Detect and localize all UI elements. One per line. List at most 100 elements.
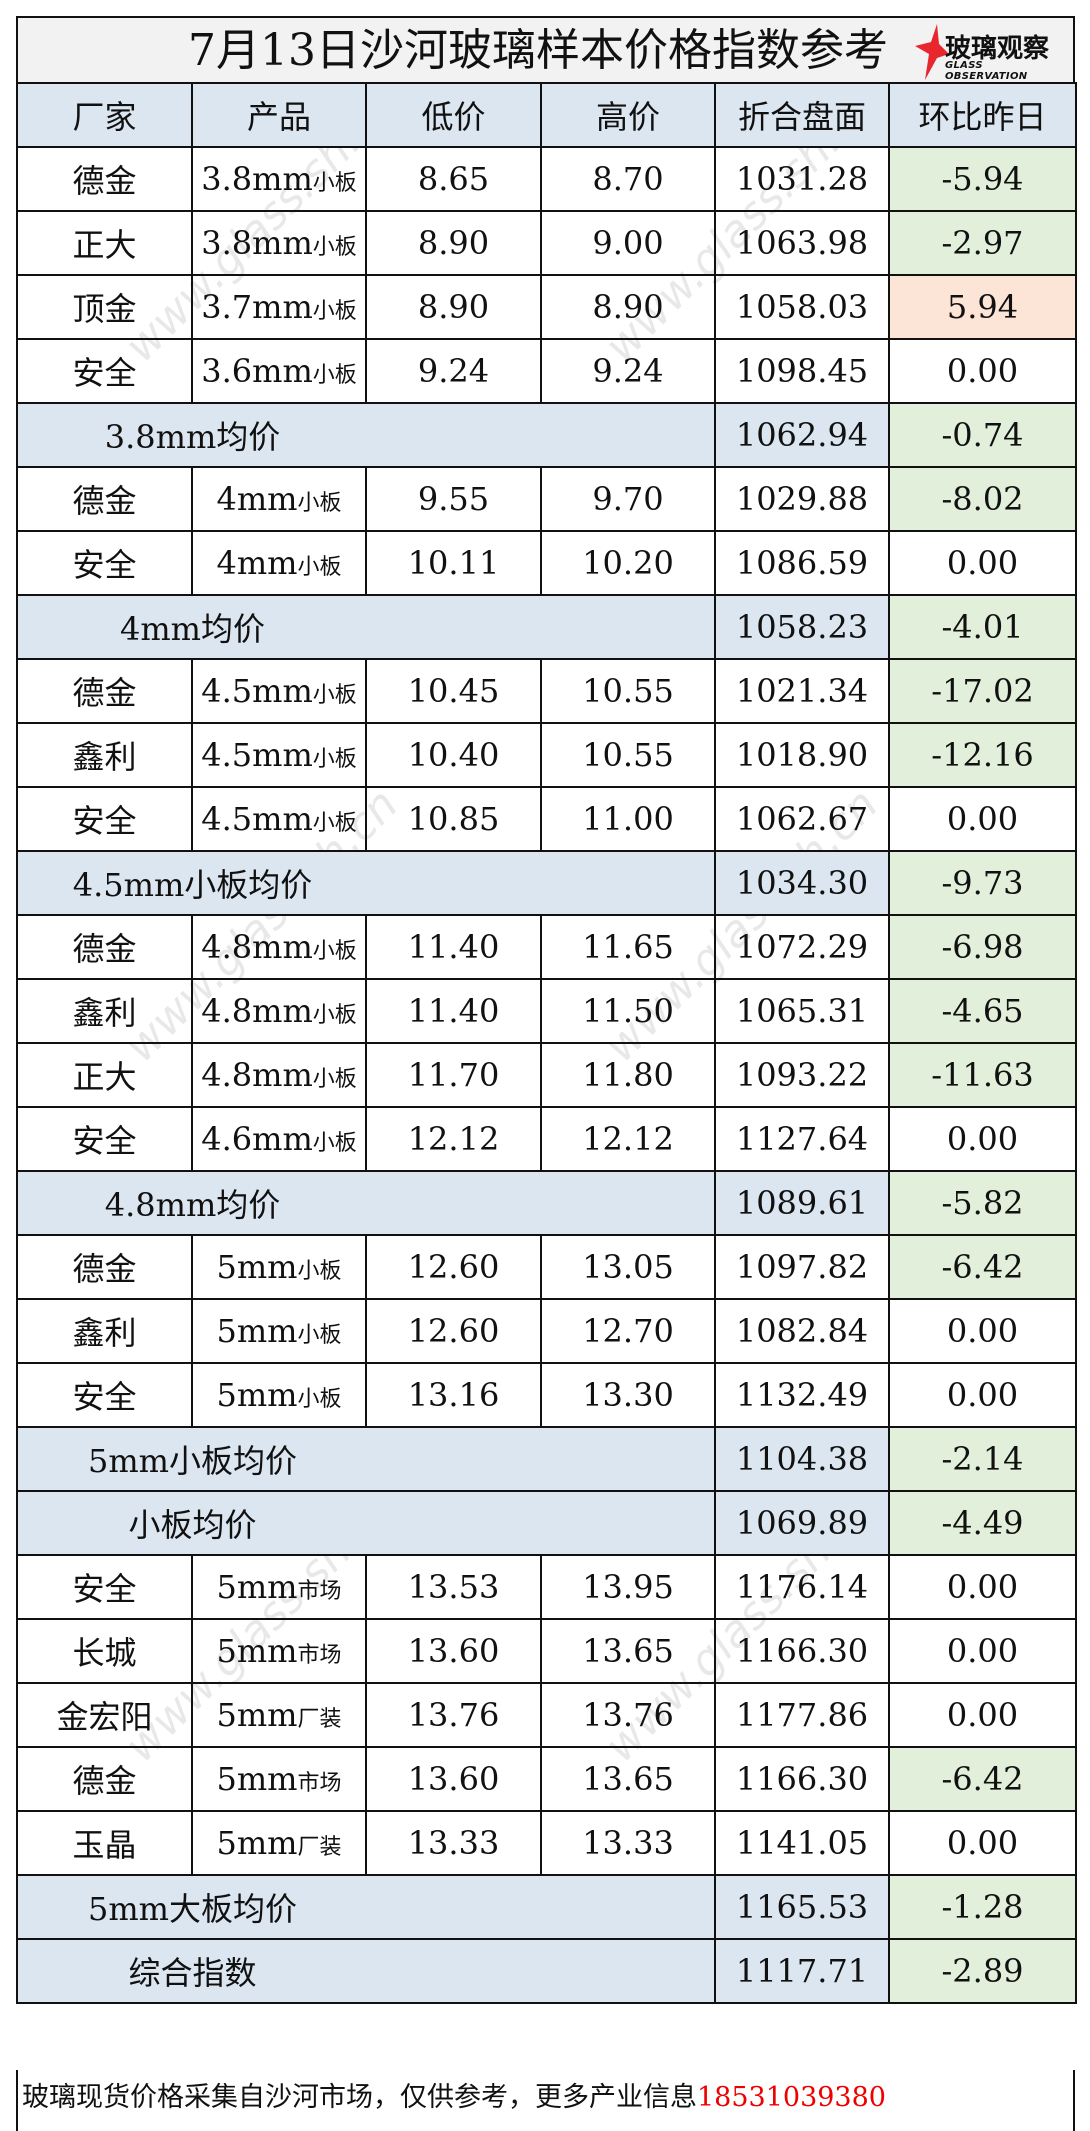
low-price-cell: 8.90 — [365, 210, 542, 276]
product-cell: 3.8mm小板 — [191, 146, 367, 212]
change-cell: -5.82 — [888, 1170, 1077, 1236]
product-spec: 4.6mm — [201, 1120, 313, 1158]
summary-label-cell: 综合指数 — [16, 1938, 716, 2004]
index-cell: 1141.05 — [714, 1810, 890, 1876]
logo: 玻璃观察 GLASS OBSERVATION — [915, 24, 1065, 82]
maker-cell: 正大 — [16, 210, 193, 276]
index-cell: 1031.28 — [714, 146, 890, 212]
change-cell: -2.89 — [888, 1938, 1077, 2004]
product-cell: 4.5mm小板 — [191, 722, 367, 788]
product-kind: 小板 — [312, 235, 357, 260]
product-spec: 4.5mm — [201, 672, 313, 710]
product-cell: 5mm厂装 — [191, 1810, 367, 1876]
index-cell: 1165.53 — [714, 1874, 890, 1940]
title-row: 7月13日沙河玻璃样本价格指数参考 玻璃观察 GLASS OBSERVATION — [16, 16, 1075, 82]
product-spec: 5mm — [216, 1248, 298, 1286]
low-price-cell: 13.60 — [365, 1618, 542, 1684]
index-cell: 1132.49 — [714, 1362, 890, 1428]
high-price-cell: 10.55 — [540, 658, 716, 724]
table-header-row: 厂家 产品 低价 高价 折合盘面 环比昨日 — [16, 82, 1077, 148]
header-change: 环比昨日 — [888, 82, 1077, 148]
change-cell: -8.02 — [888, 466, 1077, 532]
table-row: 鑫利 4.5mm小板 10.40 10.55 1018.90 -12.16 — [16, 722, 1077, 788]
product-cell: 3.6mm小板 — [191, 338, 367, 404]
product-spec: 4.5mm — [201, 736, 313, 774]
low-price-cell: 12.60 — [365, 1234, 542, 1300]
low-price-cell: 13.53 — [365, 1554, 542, 1620]
low-price-cell: 10.11 — [365, 530, 542, 596]
summary-label: 3.8mm均价 — [104, 418, 281, 456]
low-price-cell: 9.55 — [365, 466, 542, 532]
maker-cell: 鑫利 — [16, 722, 193, 788]
summary-label: 4.5mm小板均价 — [72, 866, 313, 904]
table-row: 德金 4mm小板 9.55 9.70 1029.88 -8.02 — [16, 466, 1077, 532]
high-price-cell: 12.12 — [540, 1106, 716, 1172]
index-cell: 1034.30 — [714, 850, 890, 916]
table-row: 顶金 3.7mm小板 8.90 8.90 1058.03 5.94 — [16, 274, 1077, 340]
change-cell: 0.00 — [888, 1810, 1077, 1876]
change-cell: 0.00 — [888, 1682, 1077, 1748]
logo-text: 玻璃观察 — [945, 34, 1050, 64]
table-row: 安全 3.6mm小板 9.24 9.24 1098.45 0.00 — [16, 338, 1077, 404]
product-spec: 3.8mm — [201, 224, 313, 262]
high-price-cell: 9.00 — [540, 210, 716, 276]
high-price-cell: 9.24 — [540, 338, 716, 404]
product-kind: 小板 — [312, 171, 357, 196]
low-price-cell: 10.85 — [365, 786, 542, 852]
header-low-price: 低价 — [365, 82, 542, 148]
table-row: 德金 5mm小板 12.60 13.05 1097.82 -6.42 — [16, 1234, 1077, 1300]
product-cell: 4mm小板 — [191, 530, 367, 596]
change-cell: 0.00 — [888, 1298, 1077, 1364]
maker-cell: 德金 — [16, 146, 193, 212]
footer-note: 玻璃现货价格采集自沙河市场，仅供参考，更多产业信息18531039380 — [16, 2070, 1075, 2131]
summary-row: 小板均价 1069.89 -4.49 — [16, 1490, 1077, 1556]
low-price-cell: 10.45 — [365, 658, 542, 724]
index-cell: 1086.59 — [714, 530, 890, 596]
product-kind: 厂装 — [297, 1707, 342, 1732]
maker-cell: 鑫利 — [16, 978, 193, 1044]
table-row: 长城 5mm市场 13.60 13.65 1166.30 0.00 — [16, 1618, 1077, 1684]
summary-row: 综合指数 1117.71 -2.89 — [16, 1938, 1077, 2004]
change-cell: -5.94 — [888, 146, 1077, 212]
price-table: 厂家 产品 低价 高价 折合盘面 环比昨日 德金 3.8mm小板 8.65 8.70 1… — [16, 82, 1077, 2004]
summary-label: 4mm均价 — [119, 610, 266, 648]
product-spec: 4.8mm — [201, 992, 313, 1030]
change-cell: -4.01 — [888, 594, 1077, 660]
product-cell: 4.5mm小板 — [191, 786, 367, 852]
high-price-cell: 13.65 — [540, 1618, 716, 1684]
header-maker: 厂家 — [16, 82, 193, 148]
summary-row: 5mm大板均价 1165.53 -1.28 — [16, 1874, 1077, 1940]
summary-label-cell: 4.8mm均价 — [16, 1170, 716, 1236]
summary-row: 3.8mm均价 1062.94 -0.74 — [16, 402, 1077, 468]
index-cell: 1176.14 — [714, 1554, 890, 1620]
index-cell: 1104.38 — [714, 1426, 890, 1492]
product-cell: 5mm小板 — [191, 1362, 367, 1428]
low-price-cell: 11.40 — [365, 978, 542, 1044]
low-price-cell: 13.60 — [365, 1746, 542, 1812]
index-cell: 1072.29 — [714, 914, 890, 980]
summary-label-cell: 5mm大板均价 — [16, 1874, 716, 1940]
summary-label-cell: 4mm均价 — [16, 594, 716, 660]
product-spec: 4mm — [216, 480, 298, 518]
index-cell: 1058.03 — [714, 274, 890, 340]
change-cell: -9.73 — [888, 850, 1077, 916]
product-kind: 小板 — [312, 1067, 357, 1092]
index-cell: 1089.61 — [714, 1170, 890, 1236]
high-price-cell: 13.76 — [540, 1682, 716, 1748]
change-cell: -11.63 — [888, 1042, 1077, 1108]
low-price-cell: 11.40 — [365, 914, 542, 980]
high-price-cell: 11.65 — [540, 914, 716, 980]
product-spec: 5mm — [216, 1696, 298, 1734]
change-cell: 0.00 — [888, 1362, 1077, 1428]
product-kind: 小板 — [312, 1003, 357, 1028]
summary-label: 综合指数 — [128, 1954, 257, 1992]
index-cell: 1062.67 — [714, 786, 890, 852]
change-cell: 0.00 — [888, 1618, 1077, 1684]
change-cell: 0.00 — [888, 338, 1077, 404]
product-spec: 4.5mm — [201, 800, 313, 838]
high-price-cell: 9.70 — [540, 466, 716, 532]
change-cell: 0.00 — [888, 1106, 1077, 1172]
summary-label: 5mm大板均价 — [87, 1890, 298, 1928]
high-price-cell: 11.80 — [540, 1042, 716, 1108]
product-cell: 5mm市场 — [191, 1746, 367, 1812]
